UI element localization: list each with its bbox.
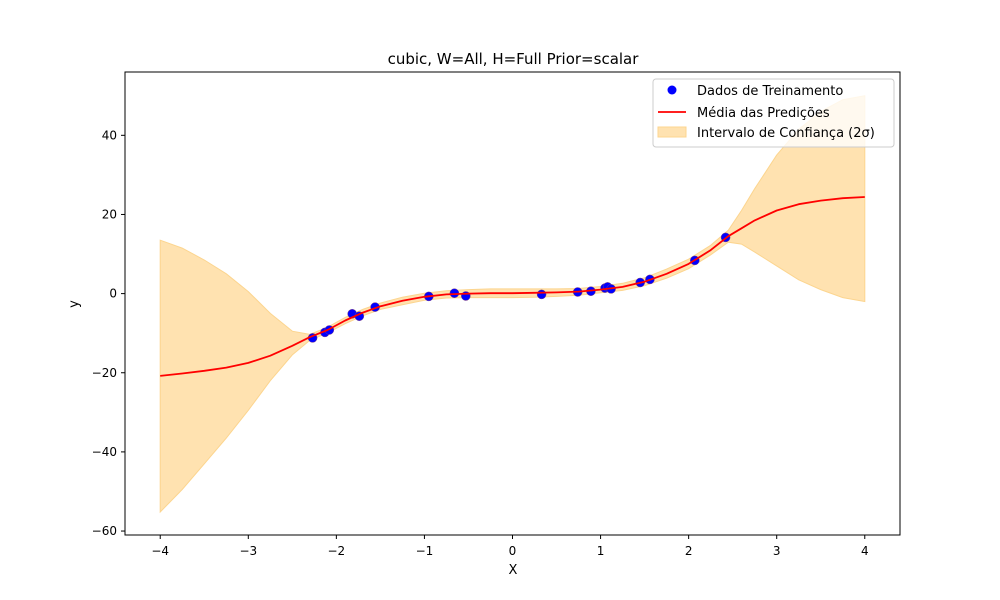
x-tick-label: 3 (773, 544, 781, 558)
chart-title: cubic, W=All, H=Full Prior=scalar (388, 50, 640, 68)
legend-band-marker (657, 126, 687, 138)
x-tick-label: 2 (685, 544, 693, 558)
legend-box (652, 78, 895, 148)
legend: Dados de Treinamento Média das Predições… (652, 78, 895, 148)
y-axis-label: y (67, 300, 82, 308)
y-axis-ticks: −60 −40 −20 0 20 40 (92, 128, 125, 538)
x-tick-label: −4 (151, 544, 169, 558)
legend-scatter-label: Dados de Treinamento (697, 84, 843, 99)
y-tick-label: 20 (102, 207, 117, 221)
x-tick-label: 0 (509, 544, 517, 558)
legend-scatter-marker (667, 85, 677, 95)
x-tick-label: −1 (416, 544, 434, 558)
x-tick-label: −3 (239, 544, 257, 558)
y-tick-label: 40 (102, 128, 117, 142)
mean-prediction-line (160, 196, 865, 377)
y-tick-label: −60 (92, 524, 117, 538)
mean-line-layer (160, 196, 865, 377)
legend-line-label: Média das Predições (697, 106, 830, 121)
y-tick-label: 0 (109, 287, 117, 301)
training-point (536, 289, 547, 300)
x-tick-label: −2 (328, 544, 346, 558)
x-axis-label: X (509, 563, 518, 578)
legend-band-label: Intervalo de Confiança (2σ) (697, 126, 875, 141)
training-points-layer (307, 232, 731, 343)
x-tick-label: 4 (861, 544, 869, 558)
y-tick-label: −20 (92, 366, 117, 380)
x-axis-ticks: −4 −3 −2 −1 0 1 2 3 4 (151, 535, 869, 558)
confidence-band (159, 95, 866, 514)
y-tick-label: −40 (92, 445, 117, 459)
confidence-band-layer (159, 95, 866, 514)
x-tick-label: 1 (597, 544, 605, 558)
